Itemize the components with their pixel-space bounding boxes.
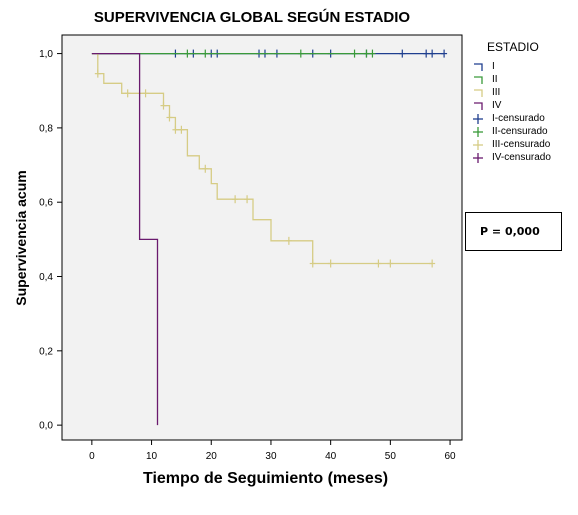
legend-marker-i-censurado: [473, 114, 483, 124]
x-tick-label: 40: [325, 451, 337, 462]
legend-label: IV-censurado: [492, 152, 551, 163]
legend-item-i: I: [468, 61, 578, 74]
censor-mark-iii: [166, 113, 173, 122]
chart-title: SUPERVIVENCIA GLOBAL SEGÚN ESTADIO: [93, 9, 411, 26]
censor-mark-iii: [172, 125, 179, 134]
survival-line-iii: [91, 52, 433, 265]
censor-mark-iii: [244, 195, 251, 204]
legend-line-i: [474, 63, 483, 71]
censor-mark-i: [423, 49, 430, 58]
legend-label: I-censurado: [492, 113, 545, 124]
legend-line-iv: [474, 102, 483, 110]
censor-mark-iii: [124, 89, 131, 98]
y-tick-label: 0,4: [39, 272, 53, 283]
censor-mark-ii: [363, 49, 370, 58]
censor-mark-i: [399, 49, 406, 58]
p-value-box: P = 0,000: [465, 212, 562, 251]
legend-item-ii-censurado: II-censurado: [468, 126, 578, 139]
survival-line-iv: [91, 52, 159, 426]
legend-item-ii: II: [468, 74, 578, 87]
censor-mark-iii: [178, 125, 185, 134]
legend-label: IV: [492, 100, 502, 111]
x-tick-label: 0: [89, 451, 95, 462]
censor-mark-iii: [232, 195, 239, 204]
y-tick-label: 1,0: [39, 49, 53, 60]
censor-mark-ii: [184, 49, 191, 58]
censor-mark-ii: [369, 49, 376, 58]
censor-mark-iii: [202, 164, 209, 173]
legend-line-iii: [474, 89, 483, 97]
legend-marker-iii-censurado: [473, 140, 483, 150]
censor-mark-iii: [285, 236, 292, 245]
censor-mark-iii: [375, 259, 382, 268]
censor-mark-iii: [327, 259, 334, 268]
censor-mark-iii: [309, 259, 316, 268]
legend-item-iv: IV: [468, 100, 578, 113]
x-tick-label: 30: [265, 451, 277, 462]
legend-label: III: [492, 87, 501, 98]
x-tick-label: 20: [206, 451, 218, 462]
censor-mark-iii: [429, 259, 436, 268]
legend-item-i-censurado: I-censurado: [468, 113, 578, 126]
legend-label: II-censurado: [492, 126, 548, 137]
x-tick-label: 50: [385, 451, 397, 462]
legend-label: I: [492, 61, 495, 72]
legend-marker-ii-censurado: [473, 127, 483, 137]
censor-mark-i: [441, 49, 448, 58]
x-tick-label: 10: [146, 451, 158, 462]
censor-mark-ii: [351, 49, 358, 58]
censor-mark-ii: [202, 49, 209, 58]
p-value-text: P = 0,000: [480, 225, 540, 238]
censor-mark-iii: [142, 89, 149, 98]
y-tick-label: 0,0: [39, 421, 53, 432]
x-tick-label: 60: [444, 451, 456, 462]
legend-item-iii-censurado: III-censurado: [468, 139, 578, 152]
legend-label: II: [492, 74, 498, 85]
legend-line-ii: [474, 76, 483, 84]
censor-mark-iii: [160, 101, 167, 110]
y-tick-label: 0,2: [39, 346, 53, 357]
y-tick-label: 0,6: [39, 198, 53, 209]
legend-item-iii: III: [468, 87, 578, 100]
y-axis-label: Supervivencia acum: [13, 170, 29, 306]
censor-mark-ii: [297, 49, 304, 58]
legend-item-iv-censurado: IV-censurado: [468, 152, 578, 165]
plot-background: [61, 34, 463, 441]
censor-mark-i: [429, 49, 436, 58]
legend-label: III-censurado: [492, 139, 551, 150]
x-axis-label: Tiempo de Seguimiento (meses): [142, 470, 389, 487]
censor-mark-iii: [94, 69, 101, 78]
censor-mark-iii: [387, 259, 394, 268]
legend-title: ESTADIO: [487, 40, 539, 54]
y-tick-label: 0,8: [39, 123, 53, 134]
legend-marker-iv-censurado: [473, 153, 483, 163]
